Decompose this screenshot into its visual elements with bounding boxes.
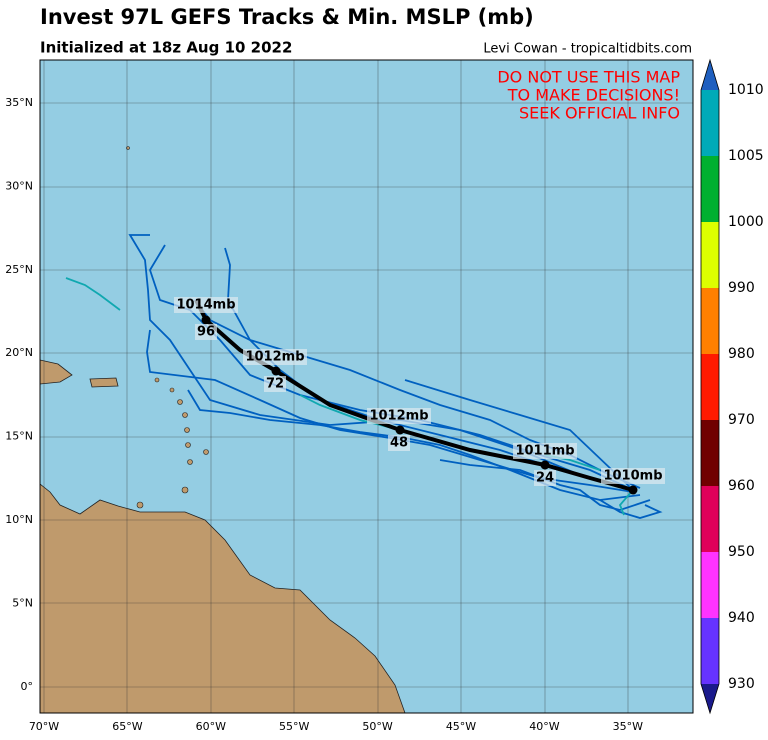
south-america [40, 483, 406, 713]
colorbar [700, 58, 720, 715]
label-box [195, 324, 217, 340]
colorbar-label: 1005 [728, 148, 764, 164]
colorbar-label: 990 [728, 280, 755, 296]
colorbar-label: 950 [728, 544, 755, 560]
track-label: 48 [390, 436, 408, 451]
track-labels: 1010mb 1011mb 1012mb 1012mb 1014mb 24 48 72 96 [174, 297, 665, 486]
colorbar-label: 1010 [728, 82, 764, 98]
lat-label: 35°N [5, 96, 33, 109]
colorbar-label: 1000 [728, 214, 764, 230]
lat-label: 5°N [12, 596, 33, 609]
lat-label: 20°N [5, 346, 33, 359]
map-frame [39, 59, 694, 714]
subtitle: Initialized at 18z Aug 10 2022 [40, 39, 292, 57]
lat-label: 0° [21, 680, 34, 693]
lon-label: 50°W [362, 720, 392, 733]
track-label: 72 [266, 377, 284, 392]
lon-label: 60°W [196, 720, 226, 733]
label-box [513, 443, 577, 459]
label-box [264, 376, 286, 392]
label-box [243, 349, 307, 365]
label-box [367, 408, 431, 424]
hispaniola [40, 359, 73, 385]
colorbar-label: 930 [728, 676, 755, 692]
lon-label: 70°W [29, 720, 59, 733]
label-box [601, 468, 665, 484]
lat-label: 25°N [5, 263, 33, 276]
label-box [174, 297, 238, 313]
mean-track-points [201, 315, 638, 495]
title: Invest 97L GEFS Tracks & Min. MSLP (mb) [40, 5, 534, 29]
colorbar-label: 960 [728, 478, 755, 494]
lon-label: 55°W [279, 720, 309, 733]
track-label: 1010mb [603, 469, 662, 484]
lon-label: 35°W [613, 720, 643, 733]
puerto-rico [89, 377, 119, 388]
lat-label: 10°N [5, 513, 33, 526]
label-box [534, 470, 556, 486]
colorbar-label: 980 [728, 346, 755, 362]
warning-line: DO NOT USE THIS MAP [497, 68, 680, 87]
warning-line: TO MAKE DECISIONS! [507, 86, 680, 105]
lon-label: 45°W [446, 720, 476, 733]
lon-label: 40°W [529, 720, 559, 733]
grid [40, 60, 693, 713]
track-label: 1014mb [176, 298, 235, 313]
lat-label: 30°N [5, 179, 33, 192]
axis-labels: 35°N 30°N 25°N 20°N 15°N 10°N 5°N 0° 70°W 65°W 60°… [5, 82, 763, 733]
lon-label: 65°W [112, 720, 142, 733]
map-body: 1010mb 1011mb 1012mb 1012mb 1014mb 24 48 72 96 D… [40, 60, 693, 713]
colorbar-label: 970 [728, 412, 755, 428]
track-label: 1012mb [369, 409, 428, 424]
track-label: 1011mb [515, 444, 574, 459]
colorbar-label: 940 [728, 610, 755, 626]
credit: Levi Cowan - tropicaltidbits.com [483, 42, 692, 57]
track-label: 24 [536, 471, 554, 486]
mean-track [194, 299, 634, 492]
lat-label: 15°N [5, 430, 33, 443]
track-label: 96 [197, 325, 215, 340]
warning-line: SEEK OFFICIAL INFO [519, 104, 680, 123]
label-box [388, 435, 410, 451]
track-label: 1012mb [245, 350, 304, 365]
lesser-antilles [126, 146, 209, 509]
